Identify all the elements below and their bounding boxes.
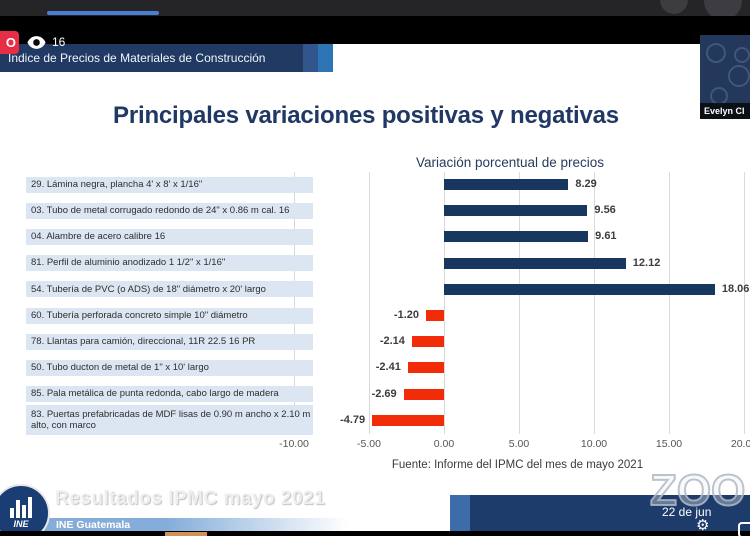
category-label-text: 85. Pala metálica de punta redonda, cabo… [31,388,279,400]
bar-value-label: 12.12 [632,256,661,269]
x-axis-tick-label: -10.00 [279,438,309,450]
slide-footer-bar: INE Guatemala [18,518,348,533]
category-label: 85. Pala metálica de punta redonda, cabo… [26,386,313,403]
bar-chart-logo-icon [0,496,48,518]
viewer-count: 16 [27,31,65,53]
bar-value-label: 9.56 [594,204,616,217]
negative-bar [403,388,444,400]
eye-icon [27,35,46,49]
x-axis-tick-label: 5.00 [508,438,530,450]
category-label-text: 78. Llantas para camión, direccional, 11… [31,335,256,347]
x-gridline [294,172,295,434]
x-axis-tick-label: 20.00 [730,438,750,450]
category-label-text: 60. Tubería perforada concreto simple 10… [31,309,248,321]
bar-value-label: 18.06 [721,282,750,295]
thumbnail-decor-circle [706,43,726,63]
positive-bar [444,231,589,243]
positive-bar [444,179,569,190]
zoom-watermark: ZOO [649,465,746,516]
source-note: Fuente: Informe del IPMC del mes de mayo… [391,459,644,471]
slide-date-bar: 22 de jun [450,495,750,531]
window-control-icon[interactable] [704,0,742,16]
x-gridline [669,172,670,434]
negative-bar [411,336,444,348]
category-label: 04. Alambre de acero calibre 16 [26,228,313,245]
slide-footer-title: Resultados IPMC mayo 2021 [55,488,326,509]
x-gridline [519,172,520,434]
category-label-text: 54. Tubería de PVC (o ADS) de 18" diámet… [31,283,266,295]
bar-value-label: 9.61 [595,230,617,243]
slide-title: Principales variaciones positivas y nega… [113,102,619,129]
category-label: 03. Tubo de metal corrugado redondo de 2… [26,202,313,219]
partial-control-icon[interactable] [738,522,750,536]
window-control-icon[interactable] [660,0,688,14]
date-bar-accent [450,495,470,531]
positive-bar [444,283,715,295]
tab-progress-line [47,11,159,15]
category-label: 83. Puertas prefabricadas de MDF lisas d… [26,405,313,436]
banner-accent-segment [318,44,333,72]
x-gridline [744,172,745,434]
slide-header-banner: Índice de Precios de Materiales de Const… [0,44,333,72]
category-label-text: 03. Tubo de metal corrugado redondo de 2… [31,204,290,216]
live-badge-text: O [5,35,16,50]
x-axis-tick-label: 15.00 [655,438,683,450]
category-label: 29. Lámina negra, plancha 4' x 8' x 1/16… [26,176,313,193]
category-label-text: 81. Perfil de aluminio anodizado 1 1/2" … [31,257,226,269]
slide-date: 22 de jun [662,505,712,519]
thumbnail-decor-circle [728,65,750,87]
category-label: 60. Tubería perforada concreto simple 10… [26,307,313,324]
taskbar-fragment [165,532,207,536]
thumbnail-decor-circle [734,47,750,63]
category-label-text: 29. Lámina negra, plancha 4' x 8' x 1/16… [31,178,203,190]
x-gridline [369,172,370,434]
category-labels: 29. Lámina negra, plancha 4' x 8' x 1/16… [26,172,313,442]
banner-title: Índice de Precios de Materiales de Const… [8,51,266,65]
x-gridline [444,172,445,434]
bar-value-label: -1.20 [393,309,419,321]
chart-plot: -10.00 -5.00 0.00 5.00 10.00 15.00 20.00 8.29 9.… [279,172,750,450]
category-label: 50. Tubo ducton de metal de 1" x 10' lar… [26,359,313,376]
category-label-text: 83. Puertas prefabricadas de MDF lisas d… [31,408,311,432]
positive-bar [444,205,588,217]
category-label-text: 04. Alambre de acero calibre 16 [31,231,166,243]
bar-value-label: -4.79 [340,413,366,426]
category-label: 78. Llantas para camión, direccional, 11… [26,333,313,350]
bar-value-label: -2.14 [379,335,405,348]
x-axis-tick-label: 10.00 [580,438,608,450]
x-gridline [594,172,595,434]
presentation-slide: Índice de Precios de Materiales de Const… [0,44,750,536]
settings-gear-icon[interactable]: ⚙ [696,517,710,534]
bar-value-label: -2.69 [371,387,397,400]
negative-bar [407,362,444,374]
viewer-count-value: 16 [52,35,66,49]
bottom-black-strip [0,531,750,536]
category-label-text: 50. Tubo ducton de metal de 1" x 10' lar… [31,362,209,374]
x-axis-tick-label: 0.00 [433,438,455,450]
browser-top-bar [0,0,750,16]
positive-bar [444,257,626,269]
bar-value-label: -2.41 [375,361,401,374]
participant-video-thumbnail[interactable]: Evelyn Cl [700,35,750,119]
live-badge: O [0,31,19,54]
logo-text: INE [13,519,29,529]
slide-footer-subtitle: INE Guatemala [56,519,131,531]
bar-value-label: 8.29 [575,178,597,190]
player-top-strip [0,16,750,44]
category-label: 54. Tubería de PVC (o ADS) de 18" diámet… [26,281,313,298]
negative-bar [372,414,444,426]
category-label: 81. Perfil de aluminio anodizado 1 1/2" … [26,255,313,272]
banner-accent-segment [303,44,318,72]
chart-title: Variación porcentual de precios [415,155,605,170]
participant-name: Evelyn Cl [700,103,750,119]
negative-bar [426,310,444,321]
x-axis-tick-label: -5.00 [357,438,381,450]
ine-logo: INE [0,484,50,536]
